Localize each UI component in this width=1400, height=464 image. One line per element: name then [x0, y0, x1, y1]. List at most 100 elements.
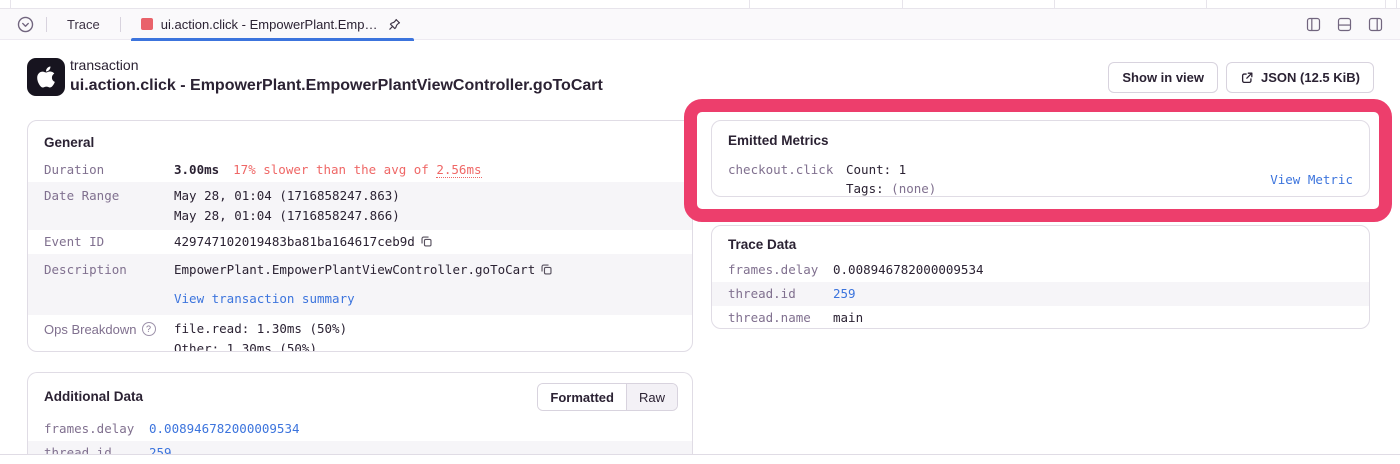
json-download-button[interactable]: JSON (12.5 KiB)	[1226, 62, 1374, 93]
copy-icon	[541, 264, 552, 275]
copy-icon	[421, 236, 432, 247]
table-column-divider	[10, 0, 11, 8]
drawer-bottom-border	[0, 454, 1400, 455]
event-id-value-wrap: 429747102019483ba81ba164617ceb9d	[174, 232, 433, 252]
metric-details: Count: 1 Tags: (none)	[846, 160, 937, 196]
span-color-swatch-icon	[140, 18, 153, 30]
panel-bottom-icon	[1337, 17, 1351, 31]
dock-right-button[interactable]	[1364, 13, 1386, 35]
raw-toggle-button[interactable]: Raw	[625, 384, 677, 410]
additional-row-value: 259	[149, 445, 172, 454]
page-title: ui.action.click - EmpowerPlant.EmpowerPl…	[70, 77, 603, 94]
date-range-start: May 28, 01:04 (1716858247.863)	[174, 188, 400, 203]
chevron-down-circle-icon	[17, 16, 34, 33]
additional-data-row: frames.delay 0.008946782000009534	[28, 417, 692, 441]
tab-trace[interactable]: Trace	[57, 9, 110, 40]
general-section: General Duration 3.00ms 17% slower than …	[27, 120, 693, 352]
json-button-label: JSON (12.5 KiB)	[1261, 70, 1360, 85]
external-link-icon	[1241, 72, 1253, 83]
trace-row-key: thread.name	[728, 310, 811, 325]
event-type-label: transaction	[70, 57, 139, 73]
metric-tags-value: (none)	[891, 181, 937, 196]
table-column-divider	[1206, 0, 1207, 8]
additional-data-section: Additional Data Formatted Raw frames.del…	[27, 372, 693, 454]
view-metric-link[interactable]: View Metric	[1270, 171, 1353, 187]
additional-data-title: Additional Data	[44, 389, 144, 404]
date-range-end: May 28, 01:04 (1716858247.866)	[174, 208, 400, 223]
header-actions: Show in view JSON (12.5 KiB)	[1108, 62, 1374, 93]
ops-breakdown-label: Ops Breakdown	[44, 322, 137, 337]
table-column-divider	[1396, 0, 1397, 8]
trace-row-value: 0.008946782000009534	[833, 262, 984, 277]
general-section-title: General	[44, 135, 95, 150]
panel-left-icon	[1306, 17, 1320, 31]
row-event-id-key: Event ID	[44, 234, 105, 249]
additional-data-row: thread.id 259	[28, 441, 692, 454]
metric-count: Count: 1	[846, 162, 907, 177]
trace-data-section: Trace Data frames.delay 0.00894678200000…	[711, 225, 1370, 329]
table-column-divider	[749, 0, 750, 8]
show-in-view-label: Show in view	[1122, 70, 1205, 85]
trace-data-row: thread.id 259	[712, 282, 1369, 306]
table-column-divider	[1385, 0, 1386, 8]
row-duration: Duration 3.00ms 17% slower than the avg …	[28, 158, 692, 182]
description-value-wrap: EmpowerPlant.EmpowerPlantViewController.…	[174, 260, 553, 309]
formatted-toggle-button[interactable]: Formatted	[538, 384, 626, 410]
tab-transaction-label: ui.action.click - EmpowerPlant.Emp…	[160, 16, 378, 32]
drawer-layout-controls	[1302, 13, 1386, 35]
description-value: EmpowerPlant.EmpowerPlantViewController.…	[174, 262, 536, 277]
ops-breakdown-values: file.read: 1.30ms (50%) Other: 1.30ms (5…	[174, 319, 348, 352]
tab-transaction-active[interactable]: ui.action.click - EmpowerPlant.Emp…	[130, 9, 414, 41]
row-description-key: Description	[44, 262, 127, 277]
tab-divider	[119, 16, 121, 32]
ops-breakdown-line2: Other: 1.30ms (50%)	[174, 341, 317, 352]
duration-comparison-note: 17% slower than the avg of 2.56ms	[233, 160, 482, 180]
row-duration-key: Duration	[44, 162, 105, 177]
trace-data-title: Trace Data	[728, 237, 797, 252]
emitted-metrics-title: Emitted Metrics	[728, 133, 829, 148]
metric-tags-label: Tags:	[846, 181, 884, 196]
format-toggle: Formatted Raw	[537, 383, 678, 411]
row-description: Description EmpowerPlant.EmpowerPlantVie…	[28, 254, 692, 315]
platform-apple-badge	[27, 58, 65, 96]
duration-avg-value[interactable]: 2.56ms	[436, 162, 482, 178]
dock-bottom-button[interactable]	[1333, 13, 1355, 35]
trace-row-key: frames.delay	[728, 262, 819, 277]
collapse-drawer-button[interactable]	[14, 13, 36, 35]
trace-row-key: thread.id	[728, 286, 796, 301]
metric-name: checkout.click	[728, 162, 834, 177]
drawer-tab-bar: Trace ui.action.click - EmpowerPlant.Emp…	[0, 8, 1400, 41]
help-icon[interactable]: ?	[141, 322, 156, 336]
date-range-values: May 28, 01:04 (1716858247.863) May 28, 0…	[174, 186, 400, 226]
pin-tab-button[interactable]	[386, 15, 404, 33]
tab-trace-label: Trace	[67, 16, 100, 32]
duration-value: 3.00ms	[174, 162, 220, 177]
active-tab-underline	[130, 37, 414, 41]
event-id-value: 429747102019483ba81ba164617ceb9d	[174, 234, 415, 249]
table-column-divider	[902, 0, 903, 8]
tab-divider	[46, 16, 47, 32]
metric-row-checkout-click: checkout.click Count: 1 Tags: (none) Vie…	[712, 156, 1369, 196]
trace-row-value: 259	[833, 286, 856, 301]
dock-left-button[interactable]	[1302, 13, 1324, 35]
trace-data-row: thread.name main	[712, 306, 1369, 328]
trace-data-row: frames.delay 0.008946782000009534	[712, 258, 1369, 282]
additional-data-header: Additional Data Formatted Raw	[28, 373, 692, 417]
show-in-view-button[interactable]: Show in view	[1108, 62, 1219, 93]
ops-breakdown-line1: file.read: 1.30ms (50%)	[174, 321, 348, 336]
description-value-line: EmpowerPlant.EmpowerPlantViewController.…	[174, 260, 553, 280]
row-event-id: Event ID 429747102019483ba81ba164617ceb9…	[28, 230, 692, 254]
additional-row-key: thread.id	[44, 445, 112, 454]
trace-row-value: main	[833, 310, 864, 325]
copy-event-id-button[interactable]	[420, 235, 433, 248]
metric-tags-line: Tags: (none)	[846, 179, 937, 196]
copy-description-button[interactable]	[540, 263, 553, 276]
additional-row-key: frames.delay	[44, 421, 135, 436]
panel-right-icon	[1368, 17, 1382, 31]
row-ops-breakdown-key: Ops Breakdown ?	[44, 319, 174, 351]
top-table-edge	[0, 0, 1400, 8]
table-column-divider	[1054, 0, 1055, 8]
view-transaction-summary-link[interactable]: View transaction summary	[174, 291, 355, 306]
row-date-range-key: Date Range	[44, 188, 120, 203]
